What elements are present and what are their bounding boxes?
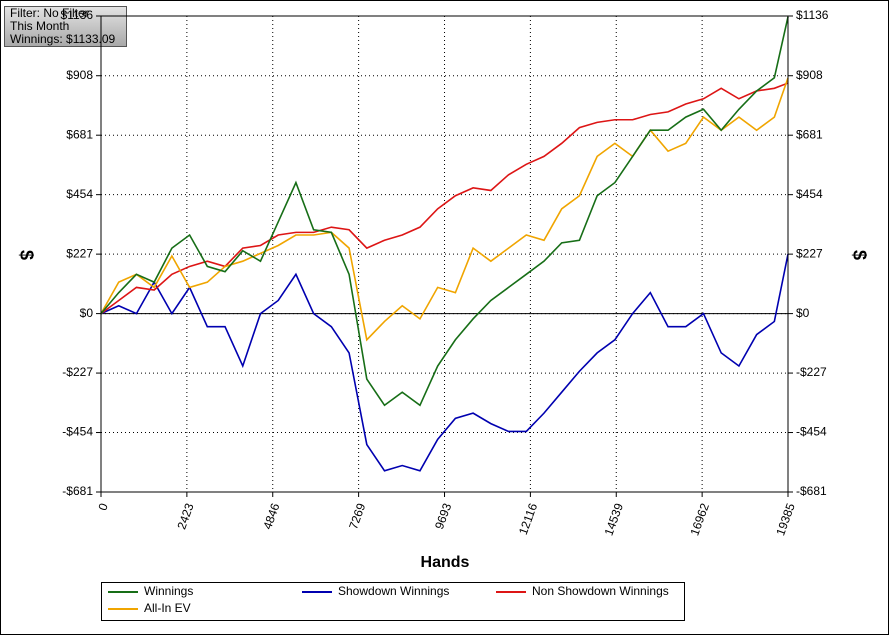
y-tick-label: $0 (796, 306, 810, 320)
series-line (100, 82, 789, 315)
y-tick-label: $908 (796, 68, 823, 82)
y-tick-label: -$454 (62, 425, 93, 439)
legend-label: Non Showdown Winnings (532, 584, 669, 598)
legend-label: Winnings (144, 584, 193, 598)
y-tick-label: $454 (796, 187, 823, 201)
legend-label: Showdown Winnings (338, 584, 449, 598)
info-text: Winnings: $1133.09 (10, 32, 116, 46)
info-box (4, 6, 127, 47)
y-tick-label: $908 (66, 68, 93, 82)
series-line (100, 77, 789, 342)
x-axis-label: Hands (421, 554, 470, 571)
y-tick-label: $681 (66, 127, 93, 141)
y-tick-label: $1136 (61, 8, 94, 22)
y-tick-label: -$681 (62, 484, 93, 498)
y-axis-label: $ (16, 250, 36, 260)
y-tick-label: $454 (66, 187, 93, 201)
legend (101, 582, 685, 621)
info-text: This Month (10, 19, 69, 33)
series-line (100, 253, 789, 472)
legend-label: All-In EV (144, 601, 191, 615)
series-line (100, 16, 789, 407)
y-tick-label: $0 (80, 306, 94, 320)
y-tick-label: $227 (66, 246, 93, 260)
y-tick-label: $227 (796, 246, 823, 260)
y-tick-label: -$454 (796, 425, 827, 439)
info-text: Filter: No Filter (10, 6, 89, 20)
y-tick-label: $1136 (796, 8, 829, 22)
y-axis-label: $ (849, 250, 869, 260)
y-tick-label: -$227 (796, 365, 827, 379)
y-tick-label: -$227 (62, 365, 93, 379)
x-tick-label: 0 (95, 501, 111, 512)
y-tick-label: $681 (796, 127, 823, 141)
y-tick-label: -$681 (796, 484, 827, 498)
plot-frame (100, 15, 789, 493)
